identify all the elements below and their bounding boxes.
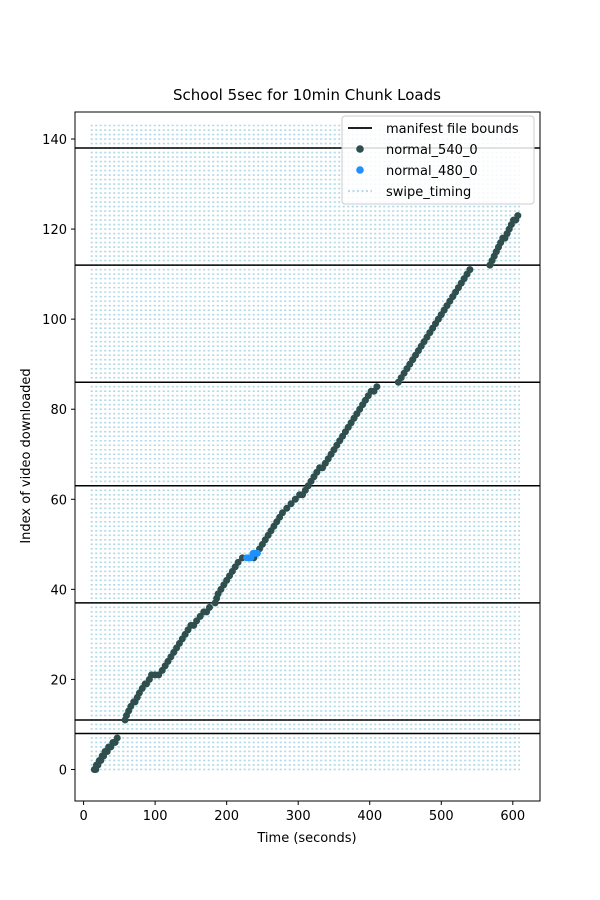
x-tick-label: 600 bbox=[500, 809, 525, 824]
y-axis-label: Index of video downloaded bbox=[19, 368, 34, 543]
y-tick-label: 0 bbox=[59, 763, 67, 778]
y-tick-label: 120 bbox=[42, 223, 67, 238]
legend-dot-swatch bbox=[356, 166, 364, 174]
data-point-normal-540-0 bbox=[291, 495, 299, 503]
x-tick-label: 400 bbox=[357, 809, 382, 824]
plot-frame bbox=[74, 111, 541, 802]
y-tick-label: 60 bbox=[50, 493, 67, 508]
data-point-normal-540-0 bbox=[287, 500, 295, 508]
data-point-normal-540-0 bbox=[234, 558, 242, 566]
data-point-normal-540-0 bbox=[466, 266, 474, 274]
legend-label: manifest file bounds bbox=[386, 122, 519, 137]
x-tick-label: 200 bbox=[214, 809, 239, 824]
x-axis-ticks: 0 100 200 300 400 500 600 bbox=[79, 801, 525, 824]
y-tick-label: 140 bbox=[42, 133, 67, 148]
points-layer bbox=[90, 212, 522, 773]
data-point-normal-540-0 bbox=[278, 509, 286, 517]
x-tick-label: 500 bbox=[429, 809, 454, 824]
y-tick-label: 40 bbox=[50, 583, 67, 598]
x-tick-label: 100 bbox=[143, 809, 168, 824]
y-tick-label: 20 bbox=[50, 673, 67, 688]
y-axis-ticks: 0 20 40 60 80 100 120 140 bbox=[42, 133, 75, 778]
y-tick-label: 80 bbox=[50, 403, 67, 418]
data-point-normal-480-0 bbox=[253, 549, 261, 557]
data-point-normal-540-0 bbox=[514, 212, 522, 220]
data-point-normal-540-0 bbox=[205, 603, 213, 611]
legend-dot-swatch bbox=[356, 145, 364, 153]
x-tick-label: 300 bbox=[286, 809, 311, 824]
legend-label: swipe_timing bbox=[386, 185, 471, 200]
legend-box bbox=[341, 115, 535, 205]
data-point-normal-540-0 bbox=[113, 734, 121, 742]
chart-title: School 5sec for 10min Chunk Loads bbox=[173, 86, 441, 104]
y-tick-label: 100 bbox=[42, 313, 67, 328]
legend-label: normal_480_0 bbox=[386, 164, 478, 179]
data-point-normal-540-0 bbox=[283, 504, 291, 512]
legend-label: normal_540_0 bbox=[386, 143, 478, 158]
legend: manifest file bounds normal_540_0 normal_4… bbox=[341, 115, 535, 205]
data-point-normal-540-0 bbox=[373, 383, 381, 391]
x-tick-label: 0 bbox=[79, 809, 87, 824]
x-axis-label: Time (seconds) bbox=[256, 831, 356, 846]
